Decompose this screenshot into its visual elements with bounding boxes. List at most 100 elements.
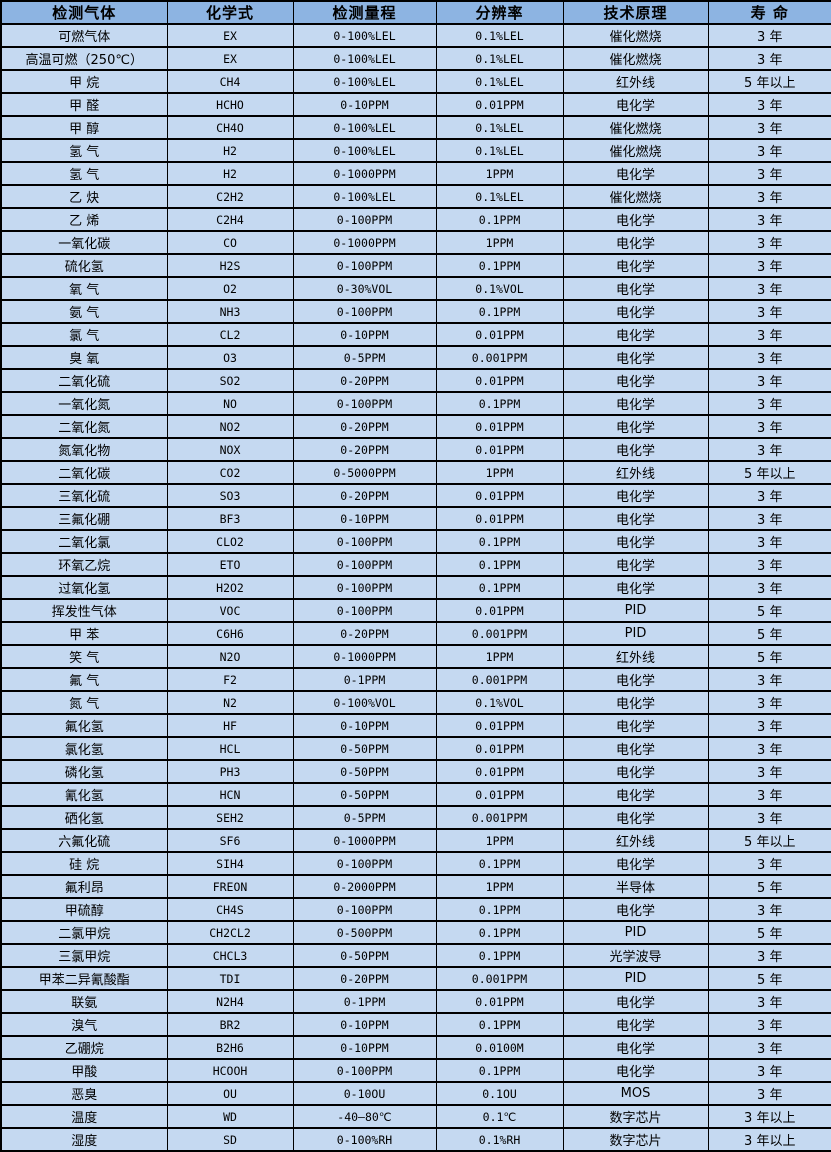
cell-formula: CH2CL2 bbox=[166, 920, 294, 945]
cell-lifespan: 3 年 bbox=[707, 667, 831, 692]
cell-principle: 电化学 bbox=[562, 483, 709, 508]
table-row: 甲 苯 C6H6 0-20PPM 0.001PPM PID 5 年 bbox=[0, 621, 831, 646]
cell-lifespan: 5 年以上 bbox=[707, 460, 831, 485]
cell-formula: OU bbox=[166, 1081, 294, 1106]
cell-gas: 氯 气 bbox=[0, 322, 168, 347]
cell-formula: O2 bbox=[166, 276, 294, 301]
cell-gas: 乙硼烷 bbox=[0, 1035, 168, 1060]
cell-range: 0-20PPM bbox=[292, 368, 437, 393]
cell-resolution: 0.0100M bbox=[435, 1035, 564, 1060]
cell-principle: 电化学 bbox=[562, 1058, 709, 1083]
cell-resolution: 0.01PPM bbox=[435, 368, 564, 393]
cell-range: 0-10PPM bbox=[292, 92, 437, 117]
cell-resolution: 0.1%LEL bbox=[435, 115, 564, 140]
table-row: 二氯甲烷 CH2CL2 0-500PPM 0.1PPM PID 5 年 bbox=[0, 920, 831, 945]
cell-principle: 数字芯片 bbox=[562, 1104, 709, 1129]
cell-range: 0-100PPM bbox=[292, 299, 437, 324]
table-row: 三氯甲烷 CHCL3 0-50PPM 0.1PPM 光学波导 3 年 bbox=[0, 943, 831, 968]
cell-principle: 电化学 bbox=[562, 989, 709, 1014]
cell-principle: 红外线 bbox=[562, 644, 709, 669]
cell-gas: 氟利昂 bbox=[0, 874, 168, 899]
table-row: 氯化氢 HCL 0-50PPM 0.01PPM 电化学 3 年 bbox=[0, 736, 831, 761]
cell-resolution: 0.1OU bbox=[435, 1081, 564, 1106]
table-row: 硫化氢 H2S 0-100PPM 0.1PPM 电化学 3 年 bbox=[0, 253, 831, 278]
cell-range: 0-5PPM bbox=[292, 805, 437, 830]
cell-lifespan: 3 年 bbox=[707, 713, 831, 738]
cell-principle: 电化学 bbox=[562, 161, 709, 186]
cell-lifespan: 3 年 bbox=[707, 1035, 831, 1060]
column-header-lifespan: 寿 命 bbox=[707, 0, 831, 25]
cell-principle: 电化学 bbox=[562, 368, 709, 393]
cell-formula: HCL bbox=[166, 736, 294, 761]
cell-range: 0-20PPM bbox=[292, 621, 437, 646]
cell-gas: 环氧乙烷 bbox=[0, 552, 168, 577]
cell-resolution: 1PPM bbox=[435, 874, 564, 899]
cell-formula: C2H2 bbox=[166, 184, 294, 209]
cell-resolution: 0.001PPM bbox=[435, 966, 564, 991]
cell-formula: SD bbox=[166, 1127, 294, 1152]
table-row: 硅 烷 SIH4 0-100PPM 0.1PPM 电化学 3 年 bbox=[0, 851, 831, 876]
cell-lifespan: 3 年 bbox=[707, 989, 831, 1014]
cell-range: 0-100%LEL bbox=[292, 23, 437, 48]
cell-gas: 硫化氢 bbox=[0, 253, 168, 278]
cell-principle: 电化学 bbox=[562, 414, 709, 439]
cell-gas: 氟化氢 bbox=[0, 713, 168, 738]
cell-formula: H2 bbox=[166, 138, 294, 163]
cell-formula: CO2 bbox=[166, 460, 294, 485]
cell-lifespan: 3 年 bbox=[707, 782, 831, 807]
table-row: 三氟化硼 BF3 0-10PPM 0.01PPM 电化学 3 年 bbox=[0, 506, 831, 531]
cell-gas: 甲 醇 bbox=[0, 115, 168, 140]
cell-formula: TDI bbox=[166, 966, 294, 991]
cell-gas: 一氧化碳 bbox=[0, 230, 168, 255]
cell-principle: 电化学 bbox=[562, 391, 709, 416]
cell-resolution: 0.01PPM bbox=[435, 759, 564, 784]
cell-principle: 光学波导 bbox=[562, 943, 709, 968]
table-row: 硒化氢 SEH2 0-5PPM 0.001PPM 电化学 3 年 bbox=[0, 805, 831, 830]
table-row: 氯 气 CL2 0-10PPM 0.01PPM 电化学 3 年 bbox=[0, 322, 831, 347]
cell-principle: 电化学 bbox=[562, 736, 709, 761]
cell-formula: CLO2 bbox=[166, 529, 294, 554]
cell-lifespan: 3 年 bbox=[707, 92, 831, 117]
cell-principle: 电化学 bbox=[562, 1035, 709, 1060]
cell-formula: CO bbox=[166, 230, 294, 255]
table-row: 挥发性气体 VOC 0-100PPM 0.01PPM PID 5 年 bbox=[0, 598, 831, 623]
cell-range: 0-10OU bbox=[292, 1081, 437, 1106]
table-row: 甲 烷 CH4 0-100%LEL 0.1%LEL 红外线 5 年以上 bbox=[0, 69, 831, 94]
cell-gas: 温度 bbox=[0, 1104, 168, 1129]
cell-formula: BF3 bbox=[166, 506, 294, 531]
cell-gas: 高温可燃（250℃） bbox=[0, 46, 168, 71]
cell-lifespan: 3 年 bbox=[707, 253, 831, 278]
cell-principle: 半导体 bbox=[562, 874, 709, 899]
table-row: 氮 气 N2 0-100%VOL 0.1%VOL 电化学 3 年 bbox=[0, 690, 831, 715]
cell-principle: 电化学 bbox=[562, 897, 709, 922]
cell-gas: 乙 烯 bbox=[0, 207, 168, 232]
column-header-resolution: 分辨率 bbox=[435, 0, 564, 25]
cell-principle: 催化燃烧 bbox=[562, 46, 709, 71]
cell-principle: 催化燃烧 bbox=[562, 184, 709, 209]
table-row: 氧 气 O2 0-30%VOL 0.1%VOL 电化学 3 年 bbox=[0, 276, 831, 301]
table-row: 氨 气 NH3 0-100PPM 0.1PPM 电化学 3 年 bbox=[0, 299, 831, 324]
cell-lifespan: 3 年 bbox=[707, 46, 831, 71]
cell-formula: CHCL3 bbox=[166, 943, 294, 968]
cell-gas: 溴气 bbox=[0, 1012, 168, 1037]
cell-range: 0-10PPM bbox=[292, 713, 437, 738]
cell-gas: 氨 气 bbox=[0, 299, 168, 324]
cell-principle: 电化学 bbox=[562, 299, 709, 324]
cell-lifespan: 3 年 bbox=[707, 276, 831, 301]
cell-lifespan: 5 年 bbox=[707, 621, 831, 646]
table-row: 联氨 N2H4 0-1PPM 0.01PPM 电化学 3 年 bbox=[0, 989, 831, 1014]
cell-range: 0-500PPM bbox=[292, 920, 437, 945]
cell-lifespan: 3 年 bbox=[707, 575, 831, 600]
cell-resolution: 0.1PPM bbox=[435, 391, 564, 416]
cell-range: 0-50PPM bbox=[292, 736, 437, 761]
cell-resolution: 0.01PPM bbox=[435, 598, 564, 623]
cell-range: 0-20PPM bbox=[292, 966, 437, 991]
cell-gas: 氟 气 bbox=[0, 667, 168, 692]
cell-resolution: 0.1PPM bbox=[435, 1012, 564, 1037]
cell-lifespan: 3 年 bbox=[707, 345, 831, 370]
cell-gas: 恶臭 bbox=[0, 1081, 168, 1106]
cell-range: 0-10PPM bbox=[292, 506, 437, 531]
cell-formula: CL2 bbox=[166, 322, 294, 347]
cell-range: 0-30%VOL bbox=[292, 276, 437, 301]
